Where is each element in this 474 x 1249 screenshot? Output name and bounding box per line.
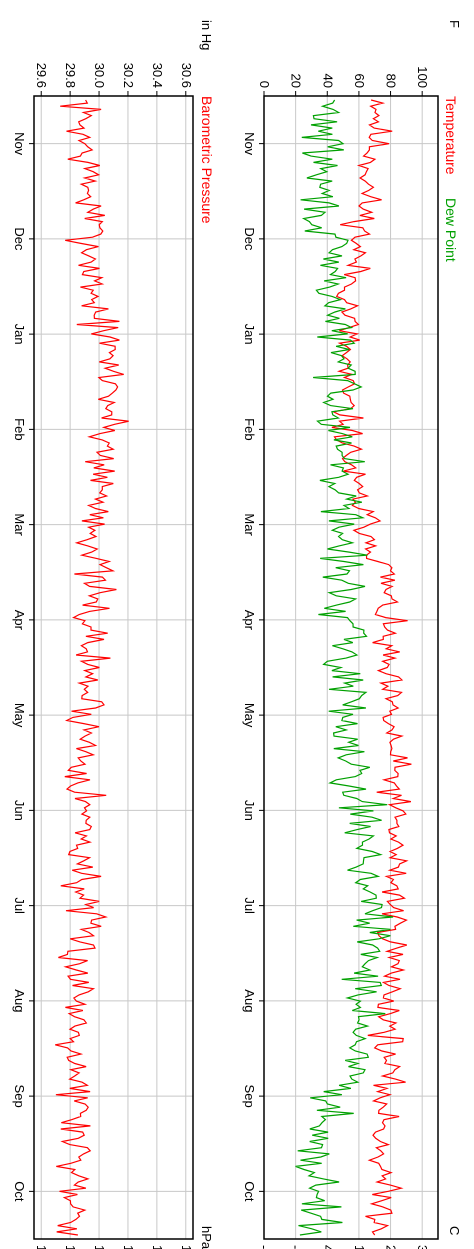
x-tick-label-jul: Jul [242,897,257,914]
right-axis-tick-label: -18 [257,1245,272,1249]
x-tick-label-feb: Feb [242,418,257,440]
x-tick-label-apr: Apr [242,610,257,631]
x-tick-label-jan: Jan [12,324,27,345]
x-tick-label-mar: Mar [242,513,257,536]
legend-dew-point: Dew Point [443,198,459,262]
x-tick-label-sep: Sep [242,1085,257,1108]
left-axis-tick-label: 30.2 [121,63,136,88]
left-axis-unit: F [447,20,462,28]
left-axis-tick-label: 100 [415,66,430,88]
x-tick-label-aug: Aug [12,989,27,1012]
x-tick-label-oct: Oct [12,1181,27,1202]
right-axis-tick-label: 1036 [179,1245,194,1249]
temperature-series-line [331,99,412,1236]
left-axis-tick-label: 0 [257,81,272,88]
left-axis-tick-label: 30.4 [150,63,165,88]
x-tick-label-mar: Mar [12,513,27,536]
x-tick-label-may: May [242,703,257,728]
right-axis-tick-label: 1009 [63,1245,78,1249]
right-axis-tick-label: 1016 [92,1245,107,1249]
x-tick-label-apr: Apr [12,610,27,631]
right-axis-tick-label: 38 [415,1245,430,1249]
right-axis-unit: C [447,1226,462,1235]
right-axis-tick-label: 27 [384,1245,399,1249]
x-tick-label-nov: Nov [242,132,257,156]
left-axis-tick-label: 29.8 [63,63,78,88]
x-tick-label-feb: Feb [12,418,27,440]
x-tick-label-may: May [12,703,27,728]
left-axis-tick-label: 80 [384,74,399,88]
x-tick-label-jun: Jun [242,800,257,821]
x-tick-label-jan: Jan [242,324,257,345]
x-tick-label-dec: Dec [12,227,27,251]
right-axis-tick-label: 1029 [150,1245,165,1249]
left-axis-tick-label: 20 [289,74,304,88]
temperature-dewpoint-chart: Nov Dec Jan Feb Mar Apr May Jun Jul Aug Sep Oct 100 8… [242,20,462,1249]
right-axis-unit: hPa [199,1226,214,1249]
left-axis-unit: in Hg [199,20,214,50]
dewpoint-series-line [295,99,394,1236]
legend-temperature: Temperature [443,96,459,175]
right-axis-tick-label: -7 [289,1245,304,1249]
x-tick-label-nov: Nov [12,132,27,156]
x-tick-label-dec: Dec [242,227,257,251]
left-axis-tick-label: 60 [352,74,367,88]
x-tick-label-aug: Aug [242,989,257,1012]
x-tick-label-oct: Oct [242,1181,257,1202]
pressure-series-line [55,99,129,1236]
right-axis-tick-label: 4 [320,1245,335,1249]
left-axis-tick-label: 30.0 [92,63,107,88]
left-axis-tick-label: 30.6 [179,63,194,88]
x-tick-label-jul: Jul [12,897,27,914]
left-axis-tick-label: 40 [320,74,335,88]
left-axis-tick-label: 29.6 [34,63,49,88]
x-tick-label-sep: Sep [12,1085,27,1108]
right-axis-tick-label: 1002 [34,1245,49,1249]
barometric-pressure-chart: Nov Dec Jan Feb Mar Apr May Jun Jul Aug Sep Oct 30.6… [12,20,215,1249]
plot-frame [33,95,194,1240]
x-tick-label-jun: Jun [12,800,27,821]
legend-barometric-pressure: Barometric Pressure [199,96,215,224]
right-axis-tick-label: 1023 [121,1245,136,1249]
right-axis-tick-label: 16 [352,1245,367,1249]
plot-frame [263,95,439,1240]
